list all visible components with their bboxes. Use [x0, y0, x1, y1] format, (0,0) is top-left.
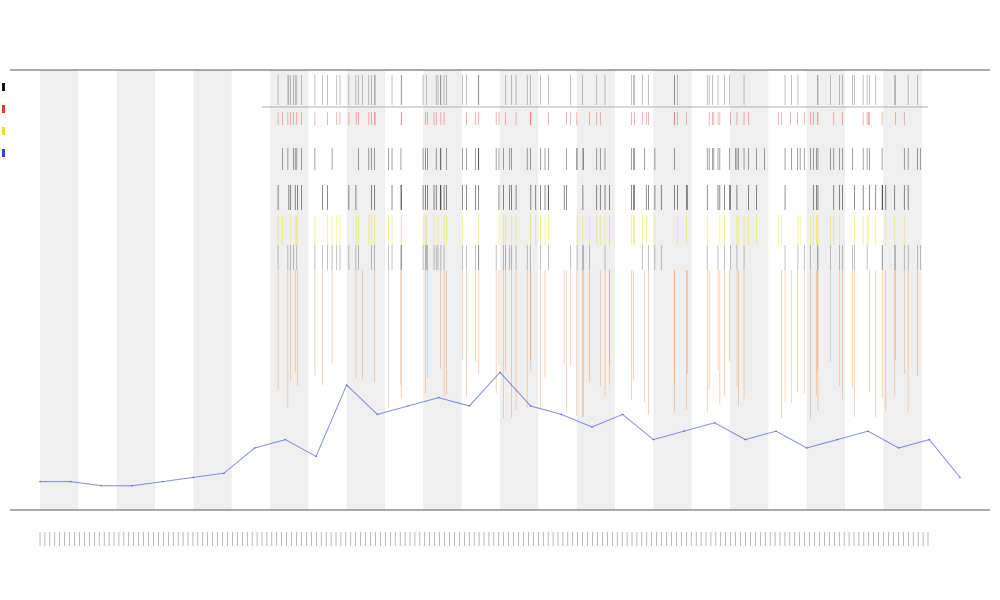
series-point: [959, 476, 961, 479]
series-point: [775, 430, 777, 433]
legend-item: [2, 142, 16, 164]
series-point: [499, 371, 501, 374]
background-band: [423, 70, 462, 510]
series-point: [131, 485, 133, 487]
series-point: [652, 438, 655, 441]
series-point: [683, 430, 685, 433]
series-point: [897, 447, 900, 449]
series-point: [100, 485, 103, 487]
background-band: [653, 70, 692, 510]
series-point: [437, 396, 440, 399]
background-band: [576, 70, 615, 510]
background-band: [40, 70, 79, 510]
series-point: [805, 447, 808, 449]
x-tick-marks: [39, 532, 929, 546]
series-point: [407, 405, 409, 407]
legend-swatch: [2, 149, 5, 157]
series-point: [161, 480, 164, 483]
series-point: [529, 405, 532, 407]
series-point: [867, 430, 869, 433]
background-band: [270, 70, 309, 510]
series-point: [345, 384, 348, 386]
legend-item: [2, 120, 16, 142]
legend-swatch: [2, 127, 5, 135]
background-band: [116, 70, 155, 510]
series-point: [560, 413, 563, 416]
background-bands: [40, 70, 922, 510]
series-point: [591, 426, 593, 428]
series-point: [315, 455, 317, 458]
background-band: [346, 70, 385, 510]
series-point: [468, 405, 471, 407]
background-band: [193, 70, 232, 510]
series-point: [284, 438, 287, 441]
series-point: [744, 438, 747, 441]
background-band: [730, 70, 769, 510]
series-point: [836, 438, 839, 441]
background-band: [500, 70, 539, 510]
series-point: [192, 476, 195, 479]
series-point: [621, 413, 624, 416]
series-point: [39, 480, 41, 483]
series-point: [928, 438, 931, 441]
spike-lines: [277, 75, 921, 420]
legend-swatch: [2, 105, 5, 113]
series-point: [223, 472, 225, 475]
series-point: [713, 422, 716, 424]
series-point: [376, 413, 379, 416]
series-layer: [39, 371, 961, 487]
series-point: [69, 480, 72, 483]
legend-item: [2, 76, 16, 98]
legend: [2, 76, 16, 164]
background-band: [806, 70, 845, 510]
legend-item: [2, 98, 16, 120]
series-point: [253, 447, 256, 449]
background-band: [883, 70, 922, 510]
legend-swatch: [2, 83, 5, 91]
